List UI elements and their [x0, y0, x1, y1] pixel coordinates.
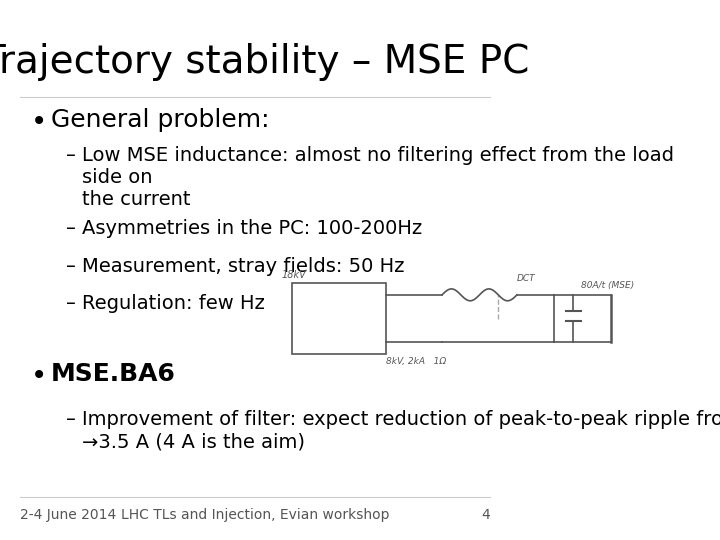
Text: DCT: DCT [517, 274, 536, 282]
Text: Low MSE inductance: almost no filtering effect from the load side on
the current: Low MSE inductance: almost no filtering … [81, 146, 674, 209]
Text: •: • [31, 108, 47, 136]
Text: Measurement, stray fields: 50 Hz: Measurement, stray fields: 50 Hz [81, 256, 404, 275]
Text: –: – [66, 410, 76, 429]
Text: 80A/t (MSE): 80A/t (MSE) [580, 281, 634, 290]
Text: MSE.BA6: MSE.BA6 [51, 362, 176, 386]
Text: 8kV, 2kA   1Ω: 8kV, 2kA 1Ω [386, 357, 446, 366]
Text: –: – [66, 219, 76, 238]
Text: Regulation: few Hz: Regulation: few Hz [81, 294, 264, 313]
Text: –: – [66, 146, 76, 165]
Text: Improvement of filter: expect reduction of peak-to-peak ripple from 9
→3.5 A (4 : Improvement of filter: expect reduction … [81, 410, 720, 451]
Text: LHC TLs and Injection, Evian workshop: LHC TLs and Injection, Evian workshop [121, 508, 390, 522]
Text: 2-4 June 2014: 2-4 June 2014 [20, 508, 117, 522]
Bar [292, 283, 386, 354]
Text: General problem:: General problem: [51, 108, 269, 132]
Text: 18kV: 18kV [281, 270, 306, 280]
Text: 4: 4 [481, 508, 490, 522]
Text: •: • [31, 362, 47, 390]
Text: Trajectory stability – MSE PC: Trajectory stability – MSE PC [0, 43, 529, 81]
Text: –: – [66, 294, 76, 313]
Text: –: – [66, 256, 76, 275]
Text: Asymmetries in the PC: 100-200Hz: Asymmetries in the PC: 100-200Hz [81, 219, 422, 238]
